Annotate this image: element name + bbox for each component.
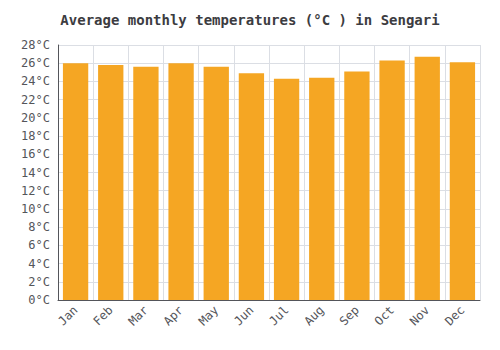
svg-text:Jun: Jun <box>231 303 256 328</box>
svg-text:Feb: Feb <box>90 303 115 328</box>
svg-text:0°C: 0°C <box>28 293 50 307</box>
svg-text:20°C: 20°C <box>21 111 50 125</box>
svg-text:28°C: 28°C <box>21 38 50 52</box>
svg-text:24°C: 24°C <box>21 74 50 88</box>
svg-text:12°C: 12°C <box>21 184 50 198</box>
svg-text:Average monthly temperatures (: Average monthly temperatures (°C ) in Se… <box>60 12 439 28</box>
svg-text:4°C: 4°C <box>28 257 50 271</box>
svg-text:18°C: 18°C <box>21 129 50 143</box>
svg-text:6°C: 6°C <box>28 238 50 252</box>
svg-text:10°C: 10°C <box>21 202 50 216</box>
svg-text:May: May <box>196 303 221 328</box>
svg-text:26°C: 26°C <box>21 56 50 70</box>
svg-text:Jul: Jul <box>266 303 291 328</box>
svg-text:Dec: Dec <box>442 303 467 328</box>
svg-text:Apr: Apr <box>161 303 186 328</box>
svg-text:Aug: Aug <box>301 303 326 328</box>
svg-text:22°C: 22°C <box>21 93 50 107</box>
svg-text:Sep: Sep <box>337 303 362 328</box>
svg-text:14°C: 14°C <box>21 166 50 180</box>
svg-text:8°C: 8°C <box>28 220 50 234</box>
svg-text:16°C: 16°C <box>21 147 50 161</box>
svg-text:2°C: 2°C <box>28 275 50 289</box>
svg-text:Jan: Jan <box>55 303 80 328</box>
svg-text:Mar: Mar <box>126 303 151 328</box>
svg-text:Oct: Oct <box>372 303 397 328</box>
svg-text:Nov: Nov <box>407 303 432 328</box>
